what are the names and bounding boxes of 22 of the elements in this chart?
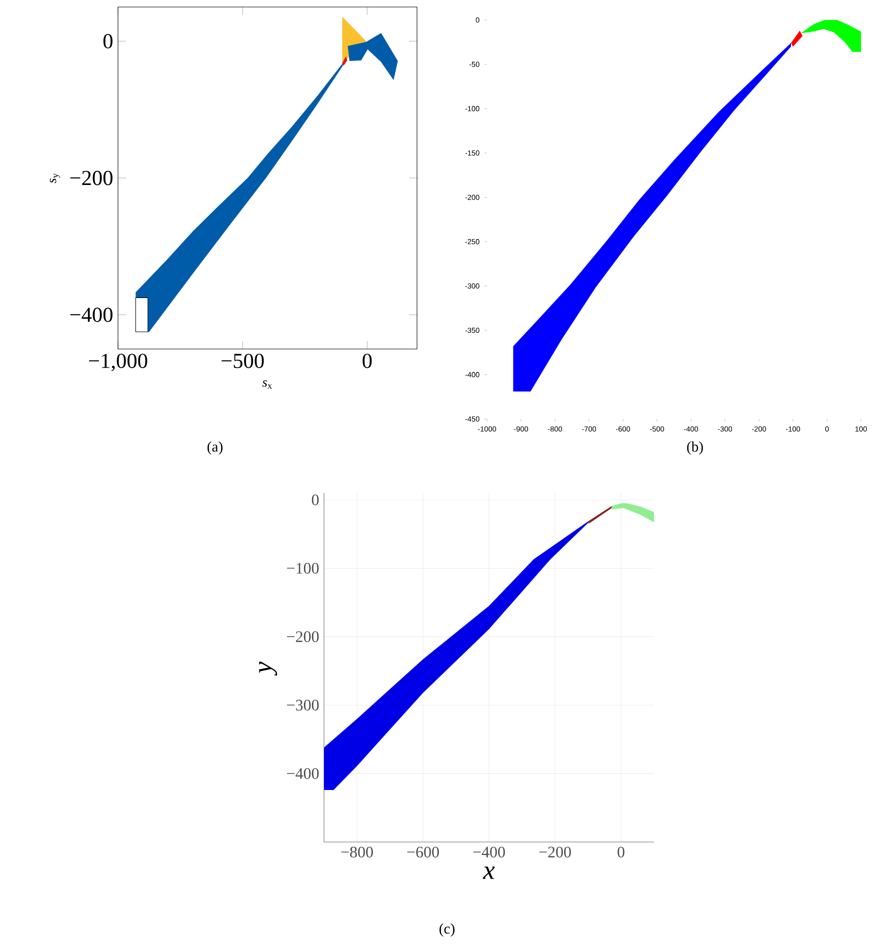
y-tick-label: −300 (287, 700, 319, 711)
y-tick-label: −200 (287, 631, 319, 642)
y-tick-label: 0 (312, 494, 319, 506)
x-tick-label: 0 (618, 846, 624, 858)
text: (b) (687, 441, 703, 455)
x-tick-label: −200 (539, 846, 571, 858)
text: (c) (440, 923, 455, 937)
x-tick-label: 0 (362, 354, 372, 368)
x-tick-label: −600 (407, 846, 439, 858)
y-tick-label: 0 (103, 34, 112, 48)
y-tick-label: −400 (287, 768, 319, 779)
x-axis-title: s$_{x}$ (262, 380, 272, 389)
x-tick-label: −800 (341, 846, 373, 858)
text: (a) (208, 441, 223, 455)
y-tick-label: −200 (70, 170, 112, 186)
y-tick-label: −100 (287, 562, 319, 574)
y-axis-title: y (259, 662, 278, 676)
y-axis-title: s$_{y}$ (50, 173, 60, 184)
y-tick-label: −400 (70, 308, 112, 322)
x-tick-label: −1,000 (89, 354, 148, 372)
x-tick-label: −500 (222, 354, 264, 368)
x-axis-title: x (482, 866, 495, 879)
